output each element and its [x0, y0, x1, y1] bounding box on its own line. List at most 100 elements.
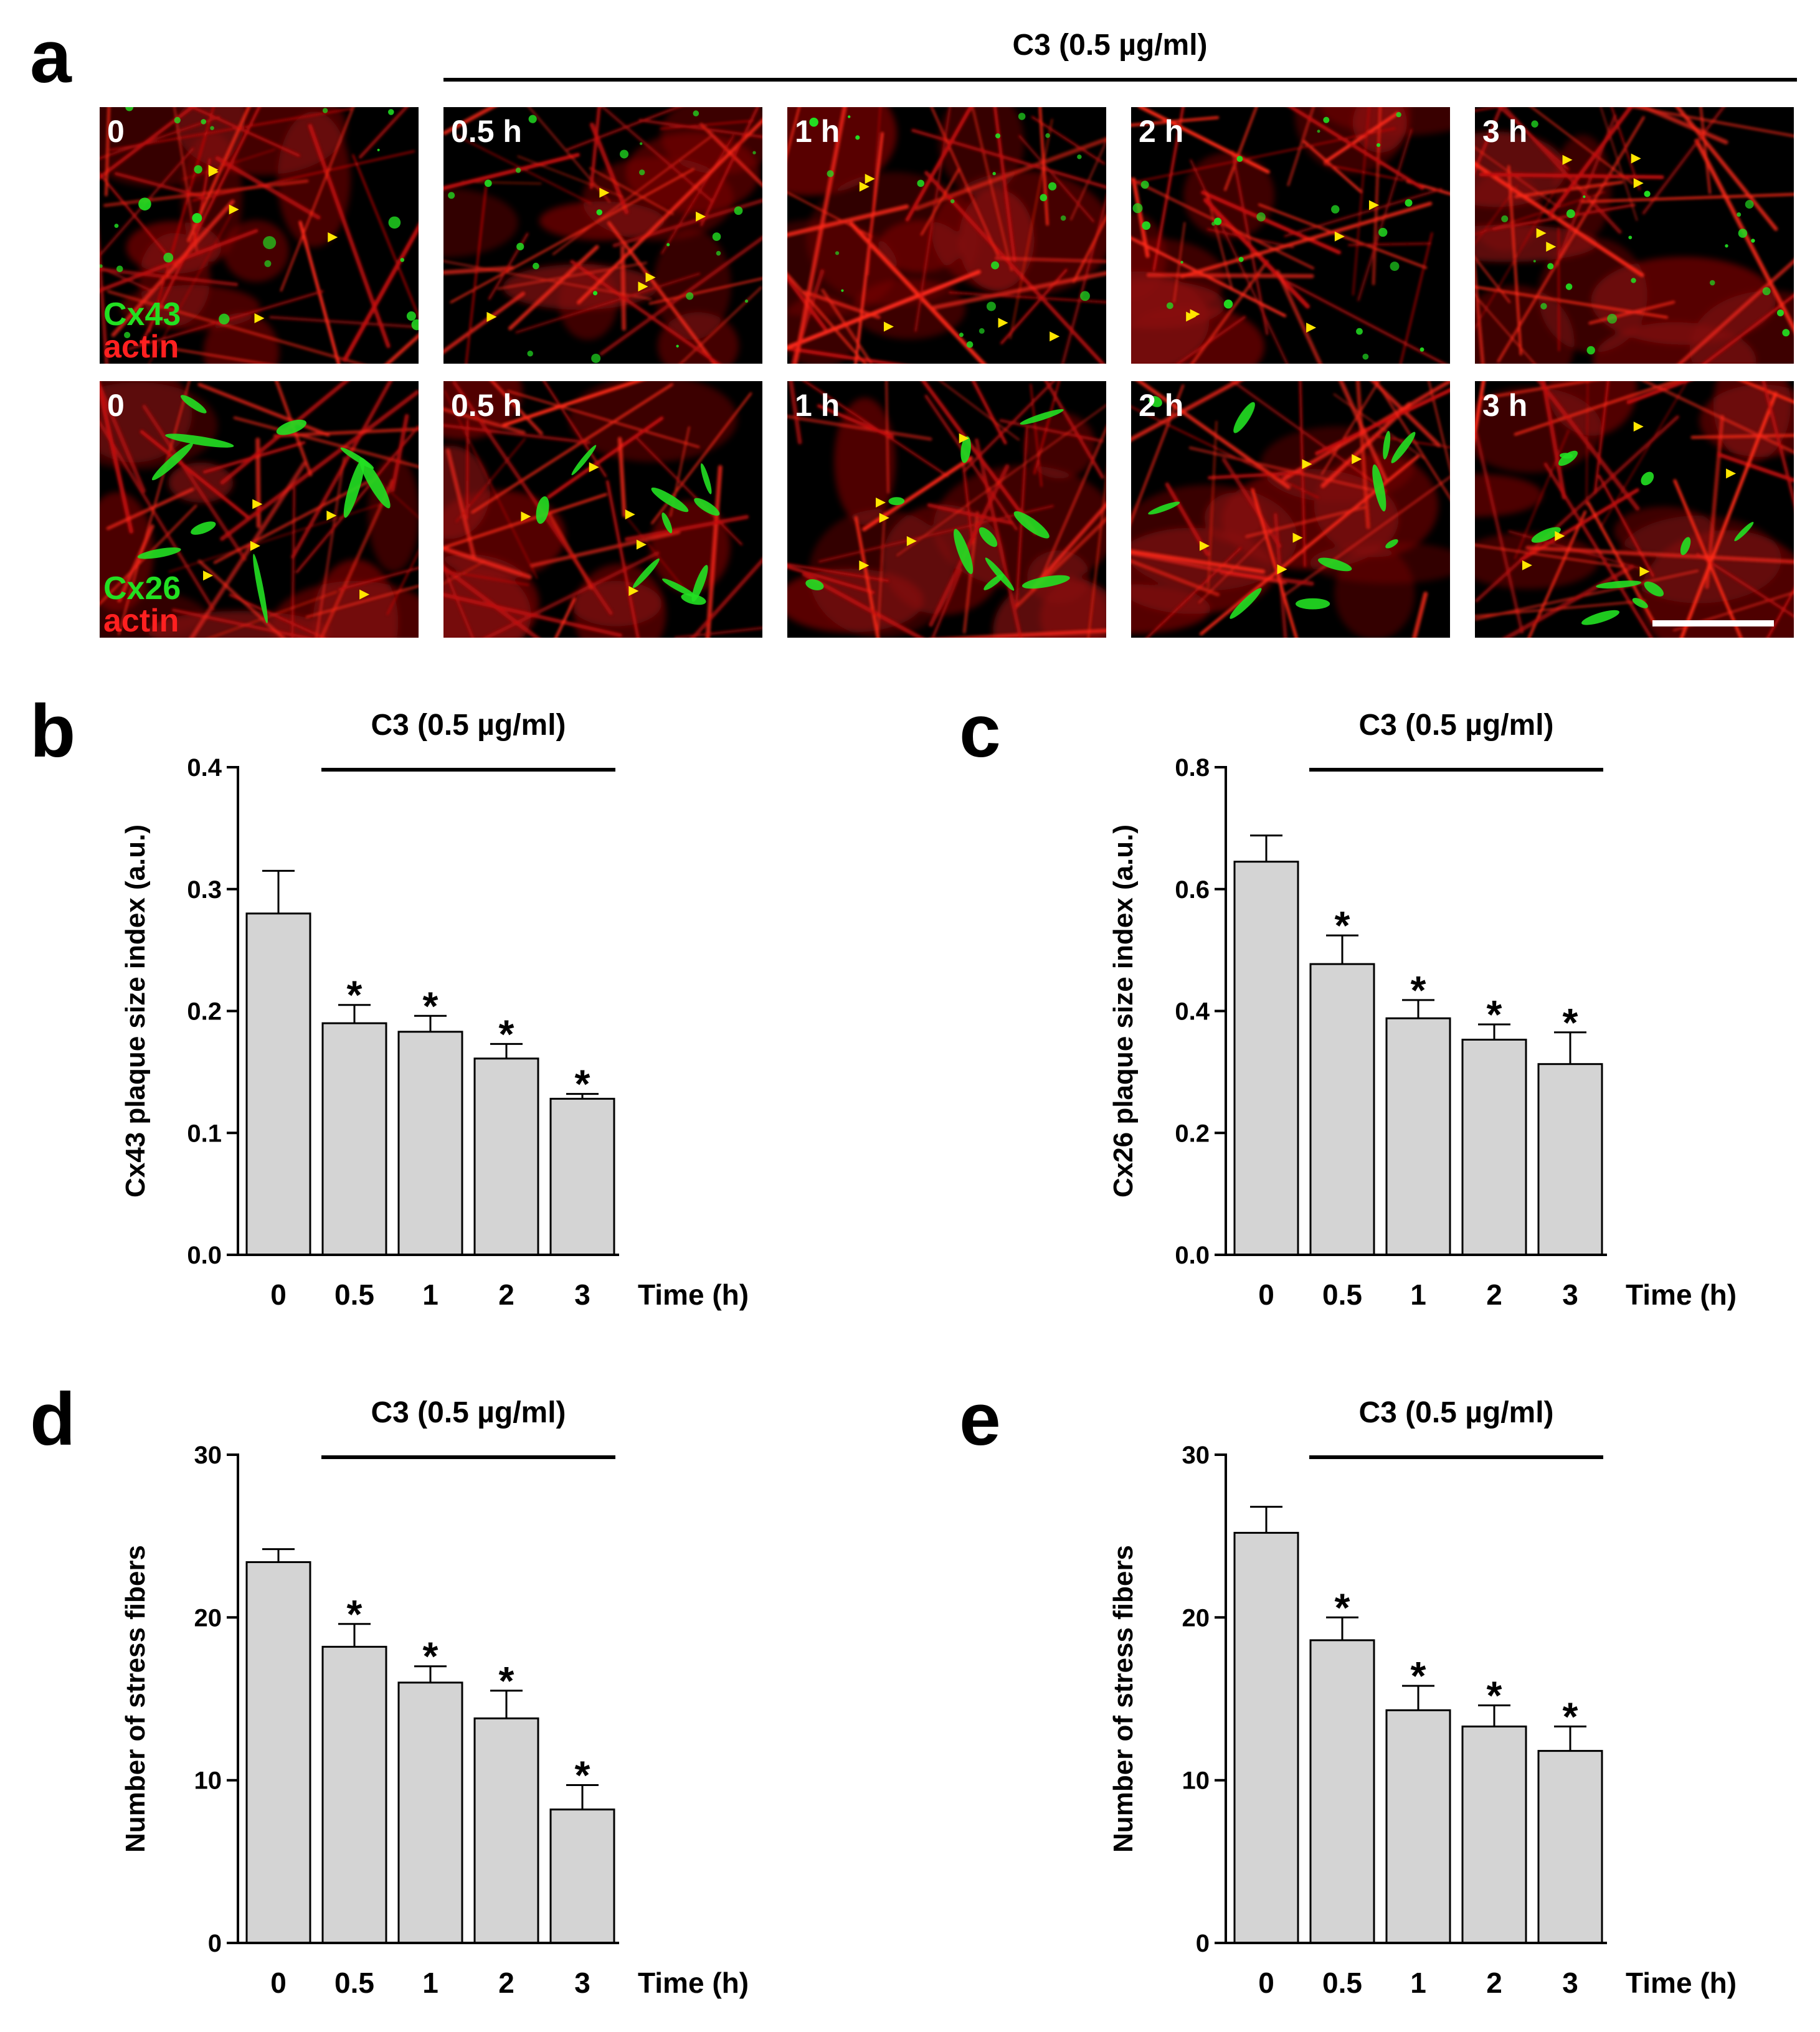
x-tick-label: 0: [1258, 1967, 1274, 1999]
actin-fiber: [1339, 381, 1388, 481]
micrograph-content: [443, 107, 762, 364]
actin-fiber: [1018, 135, 1095, 223]
micrograph-content: [787, 381, 1106, 638]
cx26-plaque: [1385, 539, 1398, 549]
cx43-plaque: [411, 319, 419, 331]
actin-fiber: [705, 465, 723, 638]
chart-panel-e: e C3 (0.5 µg/ml) * * * * 0 10 20 30 0 0.5 1 2 3 Time (h…: [959, 1378, 1737, 1999]
cx43-plaque: [1762, 287, 1771, 296]
cx26-plaque: [691, 565, 708, 602]
actin-fiber: [552, 136, 711, 255]
actin-fiber: [1372, 435, 1450, 448]
bar-charts: b C3 (0.5 µg/ml) * * * * 0.0 0.1 0.2 0.3 0.4 0 0.5 1 2…: [30, 689, 1737, 1999]
micrograph-2-5: 3 h: [1475, 381, 1794, 638]
arrowhead-icon: [1368, 200, 1379, 210]
actin-fiber: [100, 381, 146, 493]
cx43-plaque: [1214, 217, 1222, 225]
bar: [1233, 861, 1299, 1256]
actin-fiber: [589, 122, 629, 214]
actin-fiber: [208, 591, 338, 638]
actin-fiber: [789, 381, 802, 445]
actin-fiber: [1284, 188, 1443, 237]
actin-fiber: [1475, 415, 1679, 603]
arrowhead-icon: [1639, 566, 1650, 577]
actin-fiber: [914, 107, 952, 333]
actin-haze-blob: [834, 397, 896, 526]
actin-fiber: [818, 504, 1055, 563]
actin-fiber: [315, 456, 346, 638]
cx43-plaque: [1040, 194, 1048, 202]
actin-fiber: [638, 118, 762, 138]
arrowheads: [208, 164, 338, 323]
arrowheads: [1536, 153, 1644, 252]
cx43-plaque: [219, 313, 230, 325]
cx43-plaque: [1140, 181, 1149, 189]
arrowheads: [1186, 200, 1379, 333]
actin-fiber: [517, 155, 624, 198]
actin-fibers: [443, 381, 762, 638]
x-axis-title: Time (h): [638, 1967, 749, 1999]
arrowhead-icon: [1302, 459, 1312, 470]
panel-letter-a: a: [30, 15, 72, 98]
y-tick-label: 20: [194, 1604, 222, 1632]
x-tick-label: 1: [422, 1278, 438, 1311]
actin-fiber: [1224, 107, 1258, 191]
cx26-plaque: [151, 443, 193, 481]
actin-fiber: [1033, 381, 1060, 475]
cx43-plaque: [116, 265, 123, 273]
significance-asterisk: *: [1335, 903, 1350, 948]
actin-fiber: [546, 416, 664, 499]
cx43-plaque: [979, 328, 985, 334]
bar: [1461, 1039, 1527, 1256]
x-tick-label: 1: [1410, 1967, 1426, 1999]
arrowhead-icon: [1352, 454, 1362, 465]
actin-fiber: [1038, 107, 1049, 226]
actin-fiber: [1031, 116, 1106, 165]
x-tick-label: 0: [270, 1967, 287, 1999]
arrowhead-icon: [876, 498, 886, 508]
cx26-plaque: [979, 527, 998, 547]
cx43-plaque: [1390, 262, 1400, 272]
actin-fiber: [661, 135, 735, 255]
arrowhead-icon: [252, 499, 263, 509]
actin-fiber: [787, 275, 827, 331]
actin-fiber: [1152, 107, 1185, 272]
cx43-plaque: [1631, 278, 1636, 283]
actin-fiber: [443, 563, 475, 638]
arrowhead-icon: [1633, 178, 1644, 189]
actin-fiber: [1315, 388, 1450, 456]
actin-fiber: [1131, 559, 1220, 597]
actin-fiber: [1639, 107, 1728, 144]
actin-fiber: [197, 559, 285, 638]
actin-fiber: [1475, 432, 1524, 634]
cx43-plaque: [1533, 260, 1536, 263]
cx26-plaque: [1680, 537, 1691, 555]
bar: [1537, 1063, 1603, 1256]
significance-asterisk: *: [1487, 992, 1502, 1037]
actin-fiber: [1480, 381, 1595, 400]
actin-fiber: [352, 154, 419, 319]
y-tick-label: 0.2: [1175, 1120, 1210, 1147]
actin-fiber: [1131, 552, 1287, 585]
cx43-plaque: [163, 252, 174, 263]
arrowhead-icon: [1186, 311, 1197, 322]
cx26-plaque: [1531, 527, 1561, 543]
actin-fiber: [140, 107, 261, 345]
y-tick-label: 0.3: [187, 876, 222, 904]
actin-fiber: [148, 107, 215, 333]
y-tick-label: 30: [194, 1442, 222, 1469]
actin-fibers: [100, 381, 419, 638]
cx43-plaque: [1583, 195, 1586, 199]
arrowhead-icon: [359, 589, 370, 600]
stain-label-connexin: Cx43: [103, 296, 181, 333]
stain-label-actin: actin: [103, 329, 179, 365]
actin-fiber: [1251, 488, 1298, 638]
arrowhead-icon: [599, 187, 610, 198]
cx43-plaque: [1751, 239, 1755, 243]
bar: [549, 1808, 615, 1944]
arrowhead-icon: [998, 318, 1008, 328]
cx43-plaque: [528, 115, 537, 123]
cx26-plaque: [632, 558, 660, 588]
actin-fiber: [100, 229, 258, 293]
actin-fiber: [1030, 384, 1043, 487]
